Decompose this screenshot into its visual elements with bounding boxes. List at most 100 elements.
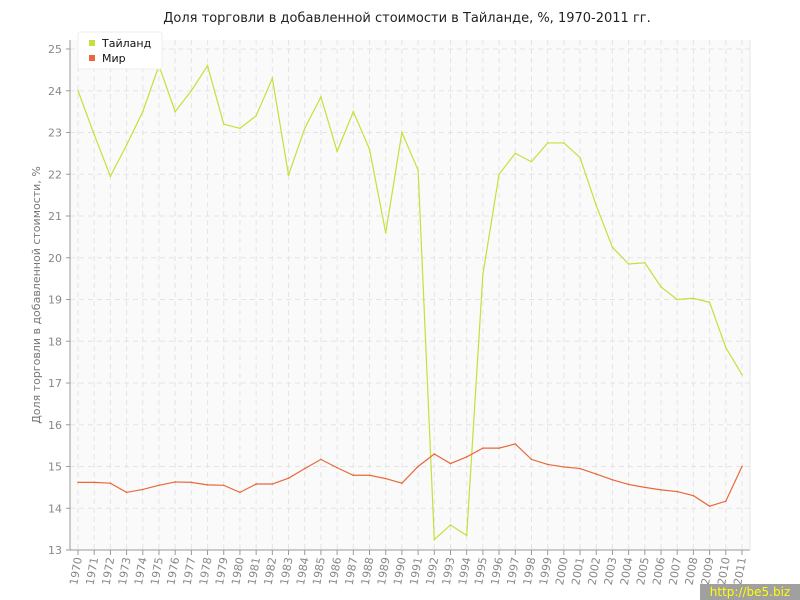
data-point	[627, 483, 630, 486]
data-point	[174, 110, 176, 113]
axes: 1314151617181920212223242519701971197219…	[48, 40, 751, 586]
x-tick-label: 1982	[262, 556, 280, 586]
data-point	[384, 477, 387, 480]
data-point	[692, 494, 695, 497]
data-point	[222, 123, 225, 125]
legend-swatch-thailand	[89, 40, 95, 46]
data-point	[303, 127, 306, 130]
data-point	[368, 148, 371, 150]
x-tick-label: 1987	[343, 556, 361, 586]
data-point	[741, 373, 743, 376]
data-point	[482, 273, 484, 276]
x-tick-label: 2011	[731, 556, 749, 586]
x-tick-label: 1975	[148, 556, 166, 586]
data-point	[109, 482, 112, 485]
y-tick-label: 24	[48, 85, 62, 98]
data-point	[433, 453, 436, 455]
data-point	[174, 481, 176, 483]
data-point	[563, 142, 565, 144]
x-tick-label: 2007	[667, 556, 685, 586]
data-point	[433, 538, 436, 541]
y-tick-label: 17	[48, 377, 62, 390]
watermark-link[interactable]: http://be5.biz	[700, 584, 800, 600]
data-point	[255, 483, 257, 485]
data-point	[692, 297, 695, 300]
data-point	[93, 133, 95, 136]
data-point	[530, 458, 533, 461]
data-point	[77, 89, 79, 92]
legend-label-world: Мир	[102, 52, 126, 65]
data-point	[336, 150, 338, 153]
x-tick-label: 1995	[472, 556, 490, 586]
data-point	[77, 481, 79, 484]
data-point	[141, 110, 144, 113]
data-point	[417, 465, 419, 468]
data-point	[611, 246, 614, 249]
data-point	[336, 466, 338, 469]
y-tick-label: 21	[48, 210, 62, 223]
data-point	[255, 115, 257, 117]
x-tick-label: 1970	[67, 556, 85, 586]
x-tick-label: 1979	[213, 556, 231, 586]
data-point	[595, 204, 598, 207]
data-point	[320, 96, 322, 98]
data-point	[303, 467, 306, 470]
data-point	[514, 152, 517, 155]
data-point	[563, 466, 565, 468]
data-point	[239, 127, 241, 130]
data-point	[725, 500, 727, 502]
data-point	[352, 110, 355, 113]
data-point	[368, 474, 371, 477]
x-tick-label: 1983	[278, 556, 296, 586]
data-point	[158, 484, 160, 487]
data-point	[401, 482, 403, 485]
data-point	[579, 467, 581, 470]
data-point	[644, 486, 646, 489]
data-point	[676, 490, 679, 493]
data-point	[125, 491, 128, 494]
data-point	[579, 156, 581, 159]
y-axis-label: Доля торговли в добавленной стоимости, %	[30, 166, 43, 424]
x-tick-label: 1985	[310, 556, 328, 586]
y-tick-label: 20	[48, 252, 62, 265]
data-point	[611, 479, 614, 481]
x-tick-label: 1986	[326, 556, 344, 586]
data-point	[352, 474, 355, 477]
x-tick-label: 1973	[116, 556, 134, 586]
y-tick-label: 14	[48, 502, 62, 515]
x-tick-label: 2008	[683, 556, 701, 586]
x-tick-label: 1994	[456, 556, 474, 586]
x-tick-label: 2001	[569, 556, 587, 586]
y-tick-label: 19	[48, 294, 62, 307]
x-tick-label: 1991	[407, 556, 425, 586]
legend: Тайланд Мир	[77, 31, 163, 70]
y-tick-label: 13	[48, 544, 62, 557]
x-tick-label: 1977	[181, 556, 199, 586]
x-tick-label: 1981	[245, 556, 263, 586]
data-point	[271, 483, 274, 485]
x-tick-label: 2004	[618, 556, 636, 586]
data-point	[708, 301, 711, 304]
data-point	[449, 524, 452, 526]
data-point	[546, 142, 549, 144]
x-tick-label: 1978	[197, 556, 215, 586]
data-point	[109, 175, 112, 178]
x-tick-label: 1990	[391, 556, 409, 586]
data-point	[530, 160, 533, 163]
data-point	[465, 456, 468, 458]
grid	[70, 40, 750, 551]
legend-swatch-world	[89, 55, 95, 61]
data-point	[514, 443, 517, 445]
x-tick-label: 1996	[488, 556, 506, 586]
y-tick-label: 16	[48, 419, 62, 432]
data-point	[239, 491, 241, 494]
data-point	[644, 261, 646, 264]
data-point	[708, 505, 711, 507]
data-point	[320, 458, 322, 461]
y-tick-label: 15	[48, 461, 62, 474]
data-point	[206, 484, 209, 486]
y-tick-label: 18	[48, 335, 62, 348]
data-point	[660, 286, 662, 288]
x-tick-label: 1984	[294, 556, 312, 586]
